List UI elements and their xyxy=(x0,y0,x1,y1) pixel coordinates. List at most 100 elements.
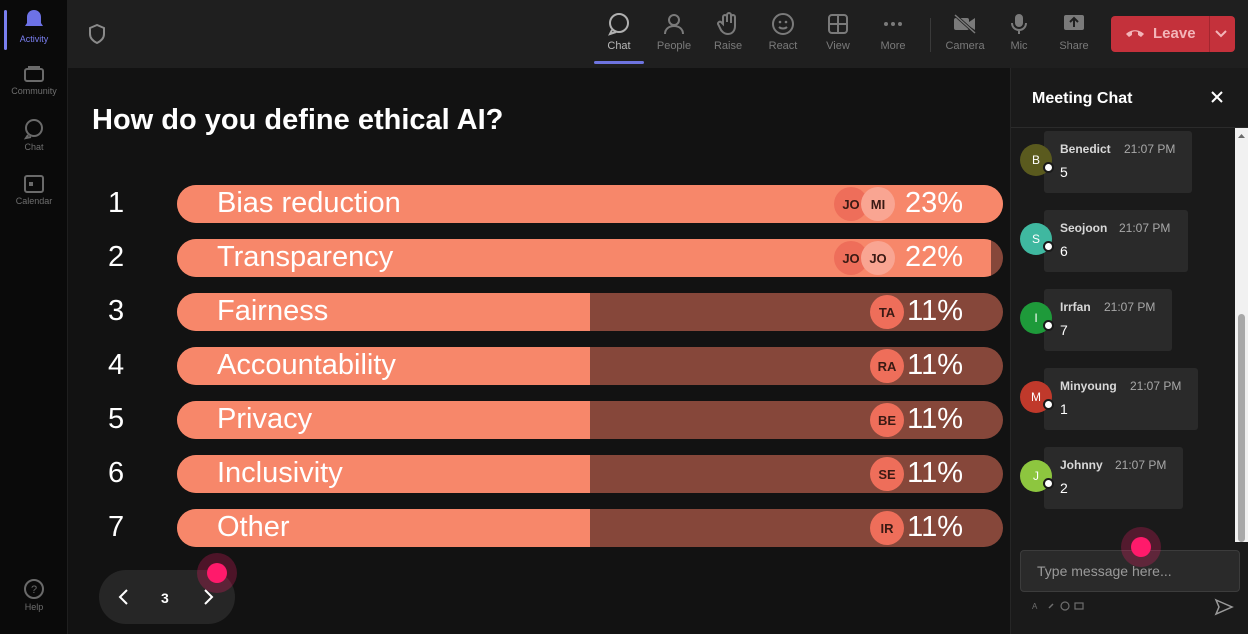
poll-option-number: 2 xyxy=(108,241,125,273)
poll-option-bar[interactable]: Bias reduction JO MI 23% xyxy=(177,185,1003,223)
message-timestamp: 21:07 PM xyxy=(1119,221,1171,235)
poll-option-percent: 22% xyxy=(904,241,963,273)
poll-option-number: 4 xyxy=(108,349,125,381)
rail-item-calendar[interactable]: Calendar xyxy=(0,174,68,206)
poll-option-percent: 11% xyxy=(907,457,963,489)
toolbar-camera-label: Camera xyxy=(945,40,985,52)
cursor-indicator xyxy=(1131,537,1151,557)
toolbar-raise-hand-button[interactable]: Raise xyxy=(706,10,750,52)
cursor-indicator xyxy=(207,563,227,583)
chat-message: Irrfan 21:07 PM 7 I xyxy=(1011,286,1235,351)
poll-option-fill xyxy=(177,455,590,493)
scroll-up-icon[interactable] xyxy=(1235,130,1248,142)
message-text: 5 xyxy=(1060,164,1068,180)
toolbar-share-button[interactable]: Share xyxy=(1052,10,1096,52)
poll-option-label: Bias reduction xyxy=(217,187,401,219)
chat-scrollbar-thumb[interactable] xyxy=(1238,314,1245,542)
rail-item-label: Community xyxy=(11,86,57,96)
voter-avatar: SE xyxy=(870,457,904,491)
poll-option-number: 1 xyxy=(108,187,125,219)
toolbar-people-label: People xyxy=(656,40,692,52)
chat-header: Meeting Chat xyxy=(1011,68,1248,128)
rail-item-label: Calendar xyxy=(15,196,53,206)
calendar-icon xyxy=(24,175,44,193)
poll-option-number: 6 xyxy=(108,457,125,489)
poll-option-row: 5 Privacy BE 11% xyxy=(68,401,1010,439)
help-icon: ? xyxy=(24,579,44,599)
send-icon[interactable] xyxy=(1214,598,1234,616)
message-bubble: Benedict 21:07 PM 5 xyxy=(1044,131,1192,193)
chat-message: Benedict 21:07 PM 5 B xyxy=(1011,128,1235,193)
grid-icon xyxy=(828,14,848,34)
rail-item-community[interactable]: Community xyxy=(0,64,68,96)
voter-avatar: JO xyxy=(834,187,868,221)
toolbar-camera-button[interactable]: Camera xyxy=(943,10,987,52)
poll-option-label: Inclusivity xyxy=(217,457,343,489)
poll-option-bar[interactable]: Accountability RA 11% xyxy=(177,347,1003,385)
message-text: 7 xyxy=(1060,322,1068,338)
toolbar-view-label: View xyxy=(826,40,850,52)
people-icon xyxy=(664,14,684,35)
chat-message-input[interactable] xyxy=(1021,551,1239,591)
chevron-right-icon[interactable] xyxy=(201,588,215,606)
smile-icon xyxy=(772,13,794,35)
toolbar-mic-button[interactable]: Mic xyxy=(997,10,1041,52)
toolbar-chat-button[interactable]: Chat xyxy=(594,10,644,64)
message-bubble: Irrfan 21:07 PM 7 xyxy=(1044,289,1172,351)
svg-text:?: ? xyxy=(31,584,37,596)
close-icon[interactable] xyxy=(1210,90,1224,104)
rail-item-label: Chat xyxy=(24,142,44,152)
poll-option-fill xyxy=(177,293,590,331)
poll-option-label: Transparency xyxy=(217,241,394,273)
rail-item-chat[interactable]: Chat xyxy=(0,118,68,152)
rail-item-label: Help xyxy=(24,602,44,612)
meeting-toolbar: Chat People Raise React View More Camera… xyxy=(68,0,1248,68)
rail-item-activity[interactable]: Activity xyxy=(0,8,68,50)
message-author: Benedict xyxy=(1060,142,1111,156)
attach-icon[interactable] xyxy=(1046,601,1056,611)
poll-option-label: Privacy xyxy=(217,403,313,435)
voter-avatar: IR xyxy=(870,511,904,545)
poll-option-number: 7 xyxy=(108,511,125,543)
toolbar-view-button[interactable]: View xyxy=(816,10,860,52)
presence-status-icon xyxy=(1043,478,1054,489)
raise-hand-icon xyxy=(717,12,736,36)
app-rail: Activity Community Chat Calendar ? Help xyxy=(0,0,68,634)
toolbar-chat-label: Chat xyxy=(607,40,631,52)
poll-option-label: Fairness xyxy=(217,295,329,327)
poll-option-bar[interactable]: Inclusivity SE 11% xyxy=(177,455,1003,493)
poll-option-fill xyxy=(177,347,590,385)
message-timestamp: 21:07 PM xyxy=(1124,142,1176,156)
toolbar-people-button[interactable]: People xyxy=(652,10,696,52)
toolbar-react-button[interactable]: React xyxy=(761,10,805,52)
leave-button[interactable]: Leave xyxy=(1111,16,1235,52)
avatar[interactable]: B xyxy=(1020,144,1052,176)
toolbar-react-label: React xyxy=(768,40,798,52)
toolbar-divider xyxy=(930,18,931,52)
toolbar-more-button[interactable]: More xyxy=(871,10,915,52)
emoji-icon[interactable] xyxy=(1060,601,1070,611)
shield-icon[interactable] xyxy=(88,24,106,44)
rail-item-help[interactable]: ? Help xyxy=(0,578,68,612)
poll-option-bar[interactable]: Transparency JO JO 22% xyxy=(177,239,1003,277)
message-timestamp: 21:07 PM xyxy=(1115,458,1167,472)
chevron-down-icon[interactable] xyxy=(1214,28,1228,40)
gif-icon[interactable] xyxy=(1074,601,1084,611)
poll-option-row: 4 Accountability RA 11% xyxy=(68,347,1010,385)
poll-stage: How do you define ethical AI? 1 Bias redu… xyxy=(68,68,1010,634)
message-bubble: Minyoung 21:07 PM 1 xyxy=(1044,368,1198,430)
chat-message: Minyoung 21:07 PM 1 M xyxy=(1011,365,1235,430)
poll-option-bar[interactable]: Other IR 11% xyxy=(177,509,1003,547)
poll-option-bar[interactable]: Privacy BE 11% xyxy=(177,401,1003,439)
chat-compose-box[interactable] xyxy=(1020,550,1240,592)
chevron-left-icon[interactable] xyxy=(117,588,131,606)
poll-option-row: 6 Inclusivity SE 11% xyxy=(68,455,1010,493)
format-text-icon[interactable]: A xyxy=(1031,601,1041,611)
bell-icon xyxy=(25,10,43,26)
poll-option-fill xyxy=(177,401,590,439)
message-author: Minyoung xyxy=(1060,379,1117,393)
chat-message-list[interactable]: Benedict 21:07 PM 5 B Seojoon 21:07 PM 6 S Irrfa… xyxy=(1011,128,1235,542)
message-text: 1 xyxy=(1060,401,1068,417)
poll-option-bar[interactable]: Fairness TA 11% xyxy=(177,293,1003,331)
chat-message: Seojoon 21:07 PM 6 S xyxy=(1011,207,1235,272)
